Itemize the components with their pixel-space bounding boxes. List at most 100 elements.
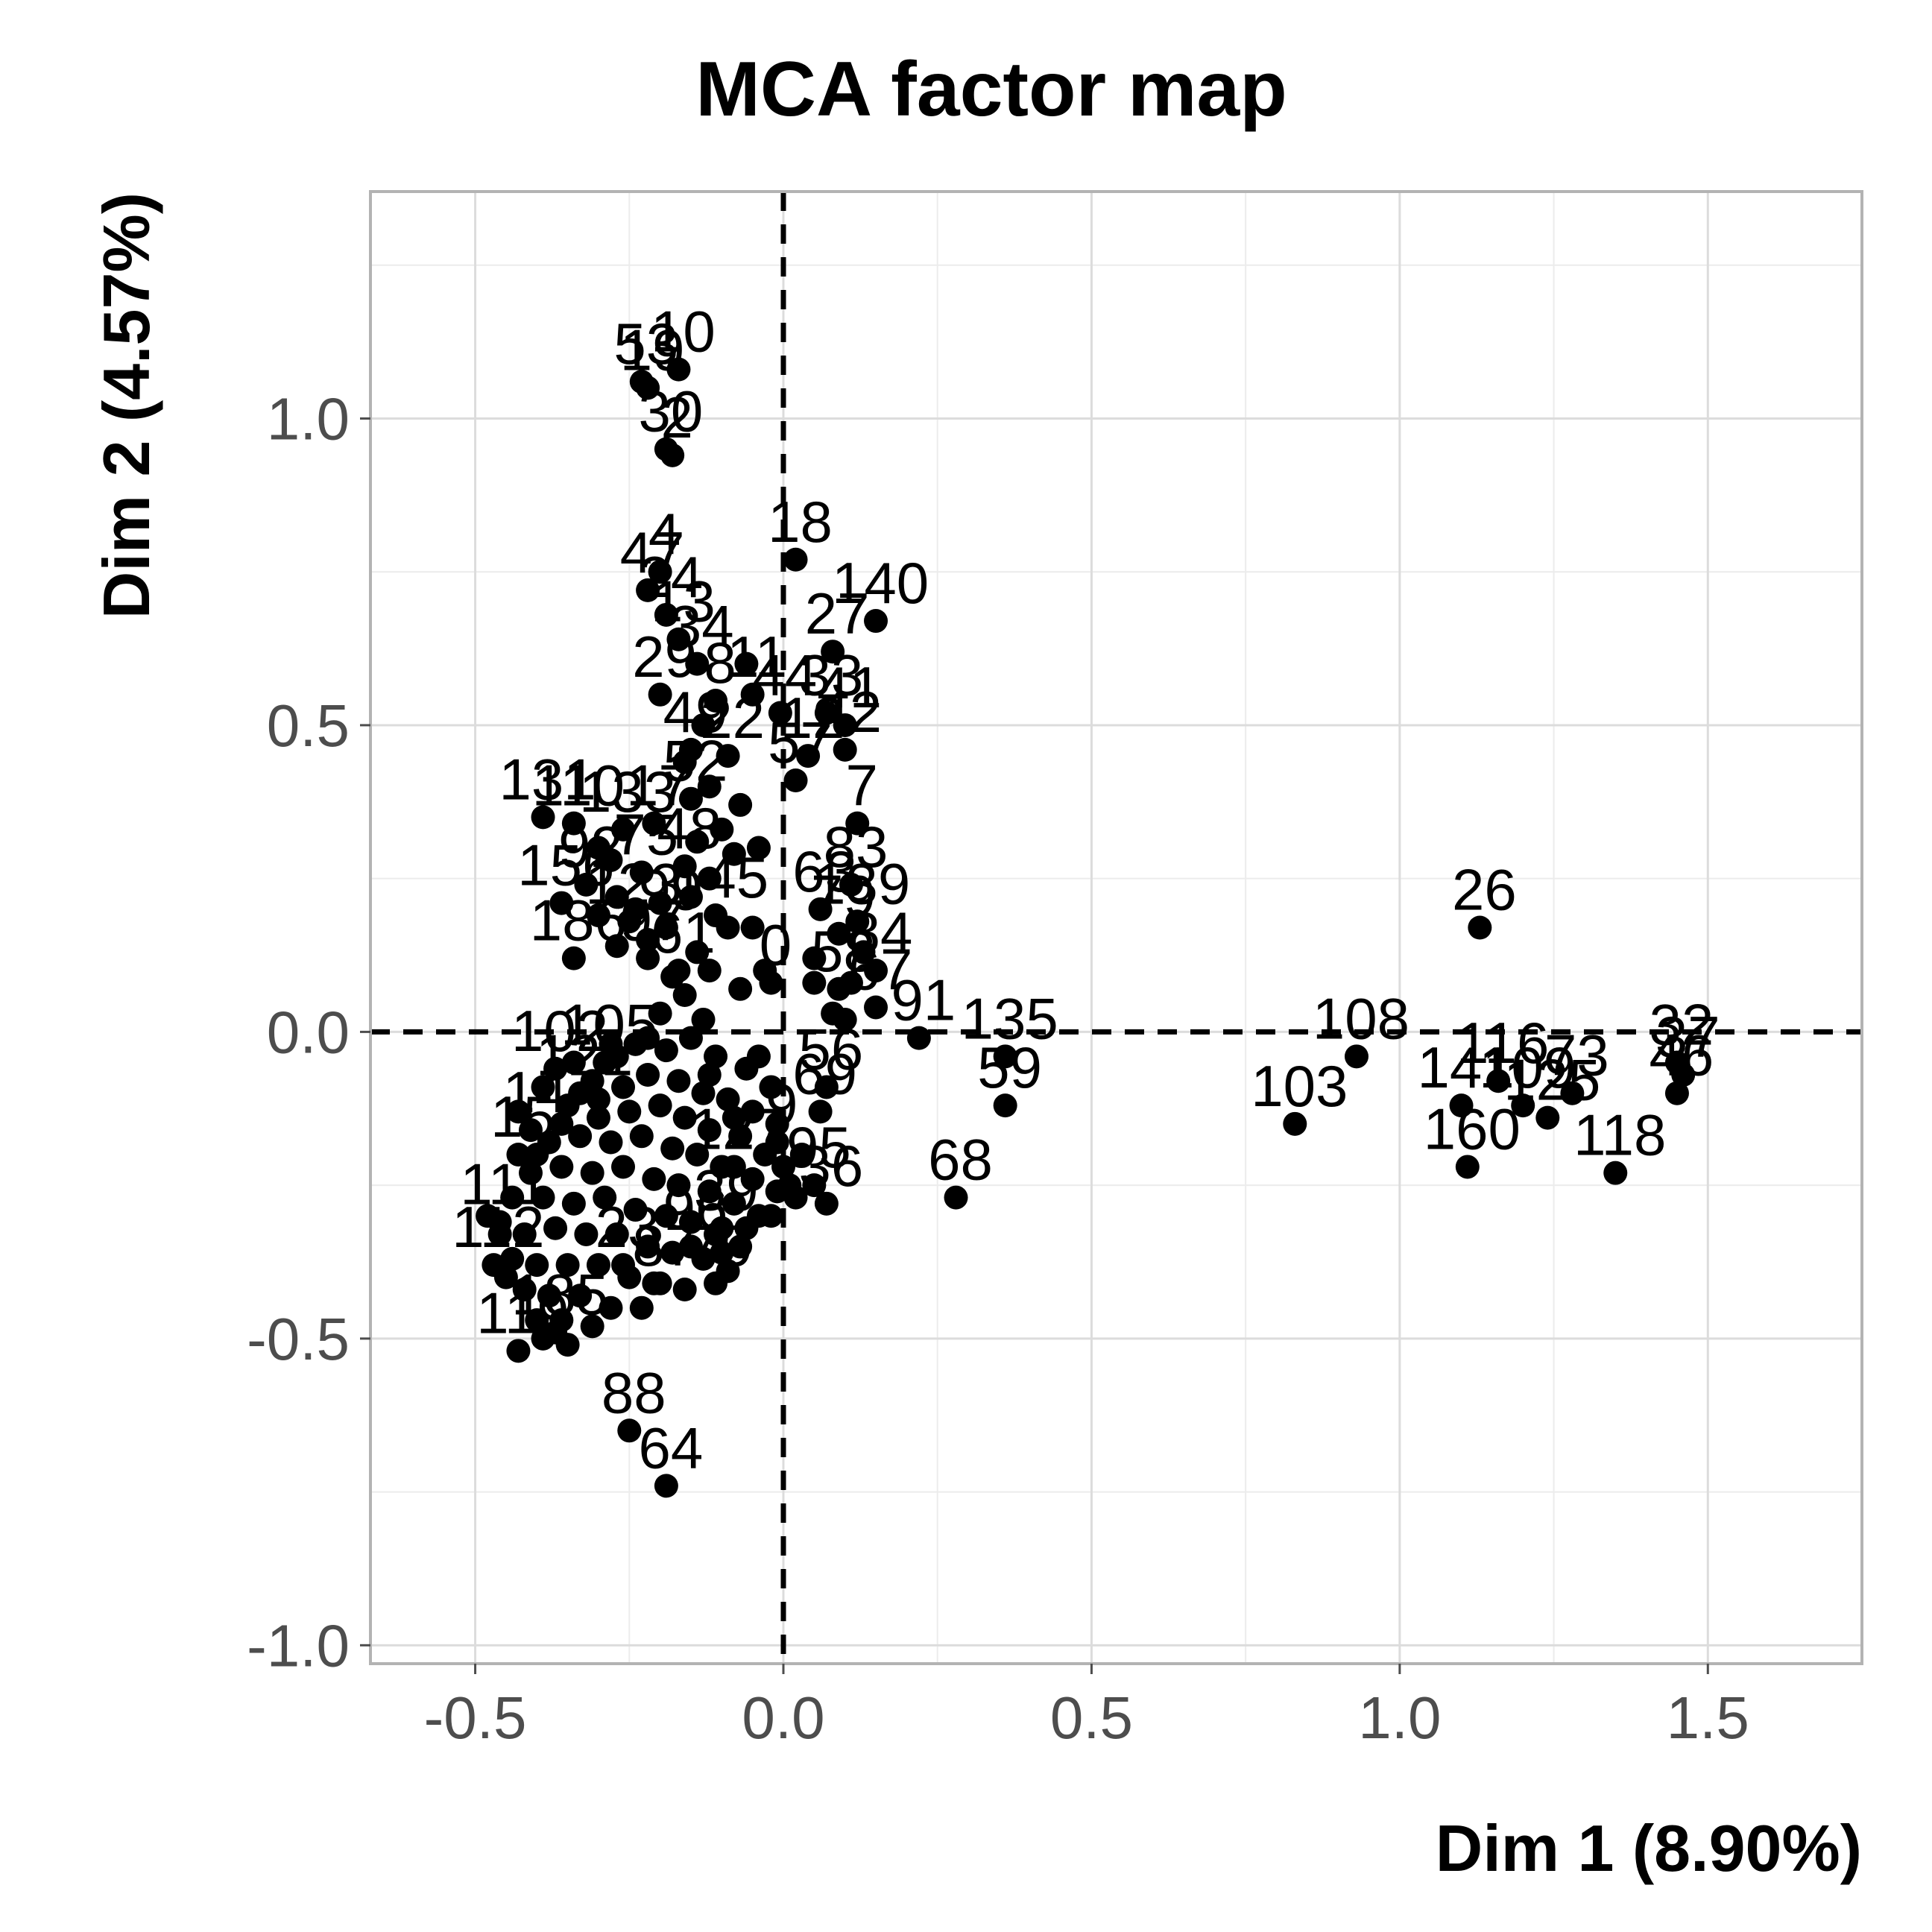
data-point [802, 946, 827, 970]
data-point [722, 1191, 746, 1216]
data-label-19: 19 [620, 317, 685, 382]
data-point-36 [814, 1191, 839, 1216]
data-label-53: 53 [613, 311, 678, 376]
data-point-22 [716, 744, 740, 768]
data-point [740, 1167, 765, 1191]
data-point-102 [543, 1056, 568, 1081]
data-label-10: 10 [651, 299, 716, 364]
data-point-0 [759, 970, 783, 995]
data-point-84 [864, 959, 888, 983]
data-point-110 [561, 811, 586, 836]
x-tick-label: 1.5 [1667, 1685, 1749, 1751]
data-point [746, 836, 771, 860]
data-label-39: 39 [694, 1158, 759, 1223]
x-tick-label: -0.5 [424, 1685, 527, 1751]
data-point [593, 1185, 617, 1210]
data-point-10 [666, 357, 691, 382]
y-tick-label: -1.0 [247, 1612, 350, 1679]
data-point [604, 885, 629, 909]
data-point-7 [845, 811, 870, 836]
data-point [697, 1118, 722, 1143]
data-point [648, 891, 672, 915]
data-label-26: 26 [1452, 857, 1517, 923]
data-label-185: 185 [511, 1262, 608, 1328]
data-label-32: 32 [1650, 992, 1714, 1058]
data-point [660, 1240, 685, 1265]
data-label-97: 97 [620, 888, 685, 953]
data-point [586, 1105, 610, 1130]
data-label-64: 64 [639, 1415, 704, 1480]
data-point-145 [704, 903, 728, 928]
data-label-125: 125 [1503, 1047, 1600, 1113]
data-point [555, 1253, 580, 1278]
data-point-79 [827, 921, 851, 946]
data-point-133 [611, 817, 636, 842]
data-point-17 [642, 811, 666, 836]
data-point [728, 1124, 753, 1149]
data-point [660, 1136, 685, 1161]
data-point [561, 1191, 586, 1216]
y-tick-label: -0.5 [247, 1306, 350, 1372]
data-point-12 [796, 744, 821, 768]
data-label-0: 0 [760, 912, 792, 978]
data-point [697, 959, 722, 983]
data-point-27 [821, 640, 845, 664]
data-point [525, 1308, 549, 1333]
data-point [611, 1075, 636, 1099]
data-point-91 [906, 1026, 931, 1050]
data-label-96: 96 [663, 1175, 728, 1241]
data-point-96 [678, 1234, 703, 1259]
y-tick-label: 0.5 [267, 692, 350, 759]
data-point-111 [487, 1210, 512, 1234]
data-point-56 [814, 1075, 839, 1099]
data-point-13 [666, 627, 691, 651]
data-point [691, 1007, 716, 1032]
data-point-131 [531, 805, 555, 830]
data-label-140: 140 [832, 550, 929, 616]
data-point-57 [783, 768, 808, 792]
axis-ticks: -0.5 0.0 0.5 1.0 1.5 -1.0 -0.5 0.0 0.5 1.0 [247, 385, 1749, 1751]
data-point [685, 1142, 710, 1167]
data-label-9: 9 [765, 1072, 798, 1137]
data-point [531, 1185, 555, 1210]
data-point-41 [833, 713, 857, 737]
data-label-91: 91 [891, 967, 956, 1033]
data-point [691, 713, 716, 737]
y-tick-label: 1.0 [267, 385, 350, 452]
data-label-18: 18 [768, 489, 833, 555]
data-label-79: 79 [811, 863, 876, 929]
data-point-119 [506, 1339, 531, 1363]
data-point [697, 1063, 722, 1087]
data-point-135 [993, 1044, 1017, 1069]
data-point [500, 1185, 525, 1210]
data-point [654, 1038, 678, 1063]
data-point [525, 1253, 549, 1278]
data-label-37: 37 [1655, 1004, 1720, 1070]
panel-border [369, 190, 1863, 1665]
data-point [666, 1173, 691, 1198]
data-label-116: 116 [1456, 1010, 1549, 1076]
data-label-47: 47 [620, 520, 685, 585]
data-label-87: 87 [632, 1213, 697, 1278]
data-point [574, 1222, 599, 1246]
data-point [599, 847, 623, 872]
data-point-69 [808, 1099, 833, 1124]
data-point [561, 1050, 586, 1075]
data-point [771, 1155, 795, 1179]
data-point [678, 1210, 703, 1234]
data-label-59: 59 [977, 1035, 1042, 1100]
data-point [666, 1069, 691, 1093]
x-tick-label: 0.0 [742, 1685, 824, 1751]
data-point-68 [944, 1185, 968, 1210]
data-point [789, 1142, 814, 1167]
data-point [716, 1087, 740, 1111]
data-label-108: 108 [1313, 985, 1409, 1051]
data-point-186 [561, 946, 586, 970]
data-point [685, 940, 710, 965]
data-point-97 [636, 946, 660, 970]
data-label-75: 75 [613, 801, 678, 867]
data-point-112 [482, 1253, 506, 1278]
data-label-24: 24 [639, 544, 704, 610]
data-point [697, 1179, 722, 1204]
